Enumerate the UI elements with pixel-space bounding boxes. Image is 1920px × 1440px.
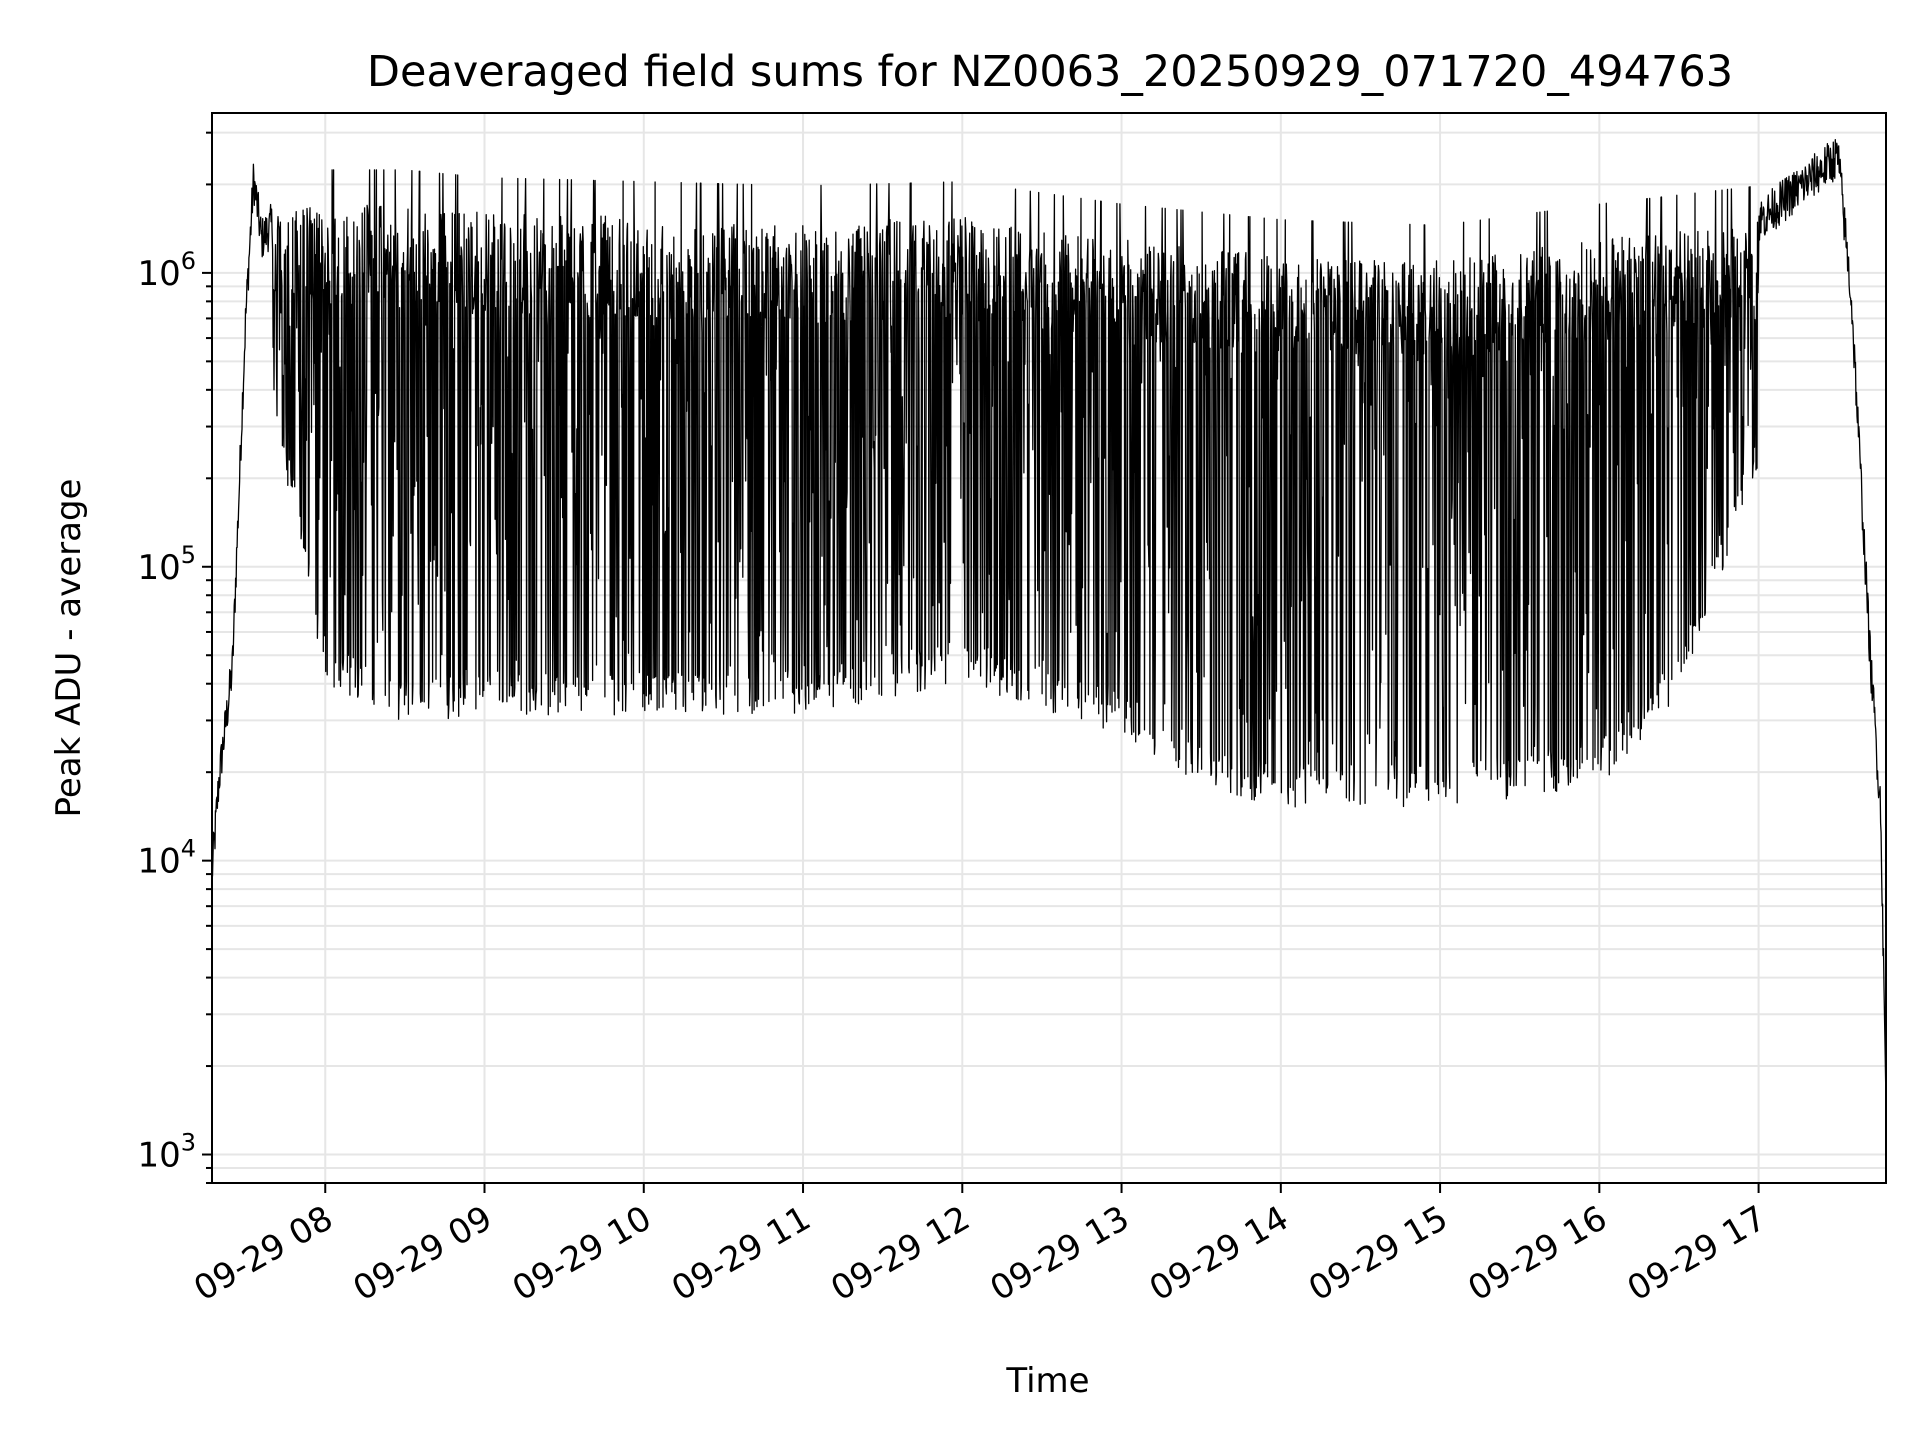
- y-tick-base: 10: [137, 1136, 180, 1176]
- series-line: [211, 139, 1887, 1103]
- y-tick-label: 105: [137, 541, 196, 588]
- y-axis-label: Peak ADU - average: [49, 479, 89, 818]
- y-tick-base: 10: [137, 548, 180, 588]
- y-tick-label: 103: [137, 1129, 196, 1176]
- plot-frame: [211, 112, 1887, 1184]
- y-tick-label: 106: [137, 247, 196, 294]
- x-axis-label: Time: [1005, 1361, 1089, 1401]
- y-tick-exponent: 6: [181, 247, 196, 275]
- y-tick-exponent: 4: [181, 835, 196, 863]
- series-group: [211, 139, 1887, 1103]
- chart-title: Deaveraged field sums for NZ0063_2025092…: [367, 47, 1733, 97]
- y-tick-exponent: 5: [181, 541, 196, 569]
- y-tick-base: 10: [137, 842, 180, 882]
- y-tick-base: 10: [137, 254, 180, 294]
- y-tick-exponent: 3: [181, 1129, 196, 1157]
- y-tick-label: 104: [137, 835, 196, 882]
